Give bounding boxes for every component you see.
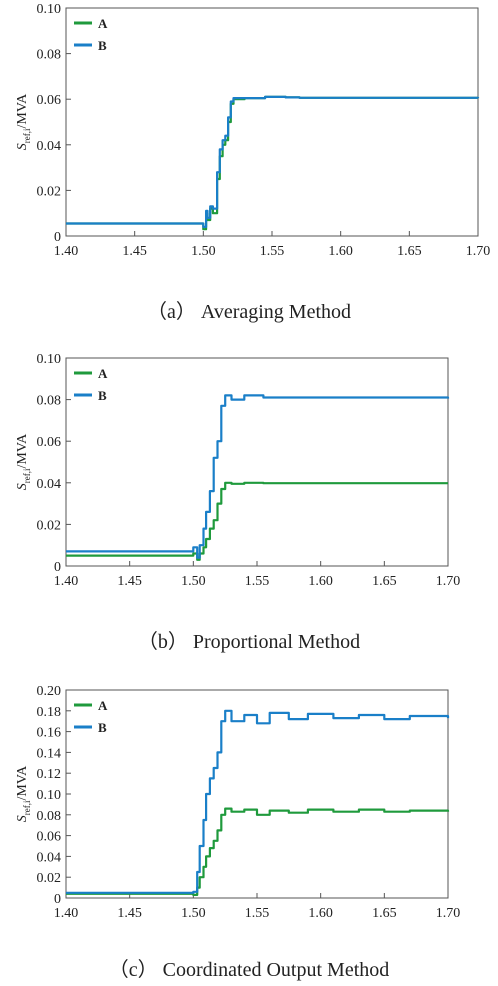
legend-label-a: A	[98, 16, 108, 31]
y-tick-label: 0.10	[37, 2, 62, 17]
legend-label-b: B	[98, 388, 107, 403]
series-line-b	[66, 394, 450, 559]
plot-frame	[65, 357, 449, 567]
y-axis-label: Sref,i/MVA	[15, 93, 32, 150]
x-tick-label: 1.60	[308, 574, 333, 589]
x-tick-label: 1.70	[436, 574, 461, 589]
series-line-a	[66, 807, 450, 896]
y-tick-label: 0.06	[37, 435, 62, 450]
y-tick-label: 0.06	[37, 93, 62, 108]
y-tick-label: 0.08	[37, 809, 62, 824]
y-tick-label: 0.08	[37, 394, 62, 409]
y-axis-label-unit: /MVA	[15, 93, 30, 129]
y-tick-label: 0.14	[37, 746, 62, 761]
series-line-b	[66, 95, 480, 228]
y-tick-label: 0.02	[37, 871, 62, 886]
x-tick-label: 1.65	[372, 574, 397, 589]
y-axis-label-subscript: ref,i	[22, 128, 32, 143]
x-tick-label: 1.70	[466, 244, 491, 259]
y-axis-label-subscript: ref,i	[22, 800, 32, 815]
y-tick-label: 0	[54, 892, 61, 907]
plot-frame	[65, 7, 479, 237]
chart-caption: （a） Averaging Method	[147, 300, 351, 323]
legend-label-b: B	[98, 720, 107, 735]
x-tick-label: 1.50	[181, 574, 206, 589]
x-tick-label: 1.40	[54, 906, 79, 921]
y-tick-label: 0.20	[37, 684, 62, 699]
y-tick-label: 0.08	[37, 48, 62, 63]
chart-panel-b: 0 0.02 0.04 0.06 0.08 0.10 1.40 1.45 1.50 1.55 1.6…	[15, 352, 460, 653]
chart-panel-c: 0 0.02 0.04 0.06 0.08 0.10 0.12 0.14 0.16 0.18 0.2…	[15, 684, 460, 981]
chart-caption: （b） Proportional Method	[138, 630, 360, 653]
x-tick-label: 1.45	[117, 574, 142, 589]
chart-panel-a: 0 0.02 0.04 0.06 0.08 0.10 1.40 1.45 1.50 1.55 1.6…	[15, 2, 490, 323]
y-axis-label-unit: /MVA	[15, 433, 30, 469]
x-tick-label: 1.40	[54, 244, 79, 259]
x-tick-label: 1.55	[260, 244, 285, 259]
x-tick-label: 1.70	[436, 906, 461, 921]
y-tick-label: 0.18	[37, 705, 62, 720]
x-tick-label: 1.55	[245, 574, 270, 589]
y-tick-label: 0.12	[37, 767, 62, 782]
y-axis-label-symbol: S	[15, 143, 30, 150]
series-line-a	[66, 95, 480, 231]
y-tick-label: 0.10	[37, 352, 62, 367]
x-tick-label: 1.60	[328, 244, 353, 259]
x-tick-label: 1.45	[122, 244, 147, 259]
y-axis-label-symbol: S	[15, 815, 30, 822]
y-tick-label: 0.04	[37, 850, 62, 865]
legend-label-b: B	[98, 38, 107, 53]
y-axis-label: Sref,i/MVA	[15, 433, 32, 490]
legend-label-a: A	[98, 698, 108, 713]
x-tick-label: 1.45	[117, 906, 142, 921]
y-tick-label: 0.16	[37, 726, 62, 741]
y-axis-label: Sref,i/MVA	[15, 765, 32, 822]
x-tick-label: 1.50	[181, 906, 206, 921]
series-line-b	[66, 709, 450, 894]
y-tick-label: 0.02	[37, 184, 62, 199]
y-axis-label-symbol: S	[15, 483, 30, 490]
x-tick-label: 1.50	[191, 244, 216, 259]
y-axis-label-unit: /MVA	[15, 765, 30, 801]
y-tick-label: 0	[54, 230, 61, 245]
chart-caption: （c） Coordinated Output Method	[109, 958, 390, 981]
x-tick-label: 1.65	[397, 244, 422, 259]
y-tick-label: 0.02	[37, 518, 62, 533]
y-axis-label-subscript: ref,i	[22, 468, 32, 483]
x-tick-label: 1.65	[372, 906, 397, 921]
y-tick-label: 0	[54, 560, 61, 575]
legend-label-a: A	[98, 366, 108, 381]
y-tick-label: 0.10	[37, 788, 62, 803]
y-tick-label: 0.04	[37, 139, 62, 154]
series-line-a	[66, 481, 448, 561]
y-tick-label: 0.04	[37, 477, 62, 492]
x-tick-label: 1.40	[54, 574, 79, 589]
x-tick-label: 1.55	[245, 906, 270, 921]
x-tick-label: 1.60	[308, 906, 333, 921]
y-tick-label: 0.06	[37, 830, 62, 845]
